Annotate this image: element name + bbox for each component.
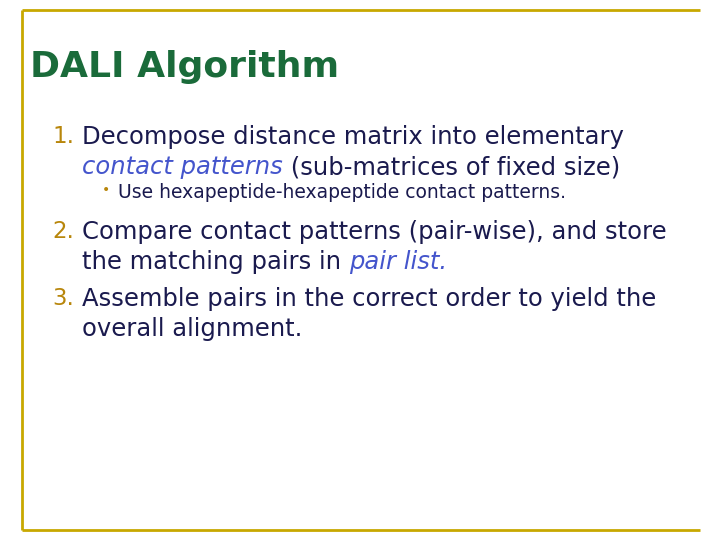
Text: overall alignment.: overall alignment. xyxy=(82,317,302,341)
Text: Assemble pairs in the correct order to yield the: Assemble pairs in the correct order to y… xyxy=(82,287,656,311)
Text: 2.: 2. xyxy=(52,220,74,243)
Text: Decompose distance matrix into elementary: Decompose distance matrix into elementar… xyxy=(82,125,624,149)
Text: 3.: 3. xyxy=(52,287,74,310)
Text: DALI Algorithm: DALI Algorithm xyxy=(30,50,339,84)
Text: the matching pairs in: the matching pairs in xyxy=(82,250,348,274)
Text: Use hexapeptide-hexapeptide contact patterns.: Use hexapeptide-hexapeptide contact patt… xyxy=(118,183,566,202)
Text: (sub-matrices of fixed size): (sub-matrices of fixed size) xyxy=(283,155,620,179)
Text: contact patterns: contact patterns xyxy=(82,155,283,179)
Text: Compare contact patterns (pair-wise), and store: Compare contact patterns (pair-wise), an… xyxy=(82,220,667,244)
Text: pair list.: pair list. xyxy=(348,250,447,274)
Text: 1.: 1. xyxy=(52,125,74,148)
Text: •: • xyxy=(102,183,110,197)
